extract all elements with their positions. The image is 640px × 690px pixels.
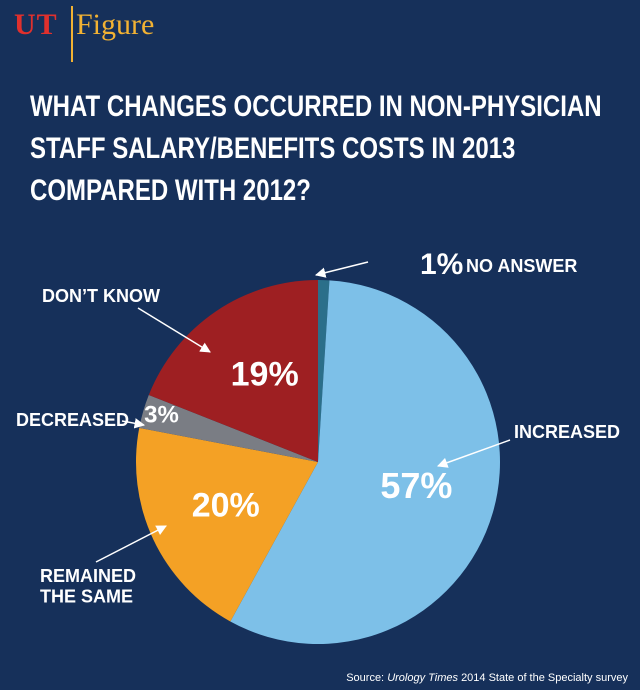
chart-title-line-2: STAFF SALARY/BENEFITS COSTS IN 2013	[30, 132, 516, 165]
chart-title: WHAT CHANGES OCCURRED IN NON-PHYSICIAN S…	[30, 86, 602, 212]
pie-slice-no-answer	[318, 280, 330, 462]
arrow-dont-know	[137, 307, 211, 353]
source-note: Source: Urology Times 2014 State of the …	[346, 672, 628, 684]
pct-label-decreased: 3%	[144, 401, 179, 428]
brand-figure: Figure	[76, 8, 155, 41]
callout-remained: REMAINED THE SAME	[40, 566, 136, 607]
callout-dont-know: DON’T KNOW	[42, 286, 160, 306]
arrow-remained	[95, 525, 167, 563]
pie-slice-increased	[230, 280, 501, 644]
chart-title-line-1: WHAT CHANGES OCCURRED IN NON-PHYSICIAN	[30, 90, 602, 123]
pct-label-increased: 57%	[380, 465, 452, 506]
arrow-increased	[437, 439, 511, 468]
brand-ut: UT	[14, 8, 58, 41]
brand-divider	[71, 6, 73, 62]
arrow-no-answer	[314, 261, 369, 278]
source-suffix: 2014 State of the Specialty survey	[461, 672, 628, 684]
source-prefix: Source:	[346, 672, 385, 684]
pct-label-remained: 20%	[192, 486, 260, 524]
pie-slice-decreased	[139, 395, 318, 462]
callout-no-answer: NO ANSWER	[466, 256, 577, 276]
pie-slice-dont-know	[148, 280, 318, 462]
callout-no-answer-pct: 1%	[420, 248, 463, 281]
callout-decreased: DECREASED	[16, 410, 129, 430]
pct-label-dont-know: 19%	[231, 356, 299, 394]
chart-title-line-3: COMPARED WITH 2012?	[30, 174, 311, 207]
arrow-decreased	[121, 418, 146, 429]
pie-slice-remained	[136, 427, 318, 622]
callout-increased: INCREASED	[514, 422, 620, 442]
source-publication: Urology Times	[387, 672, 458, 684]
